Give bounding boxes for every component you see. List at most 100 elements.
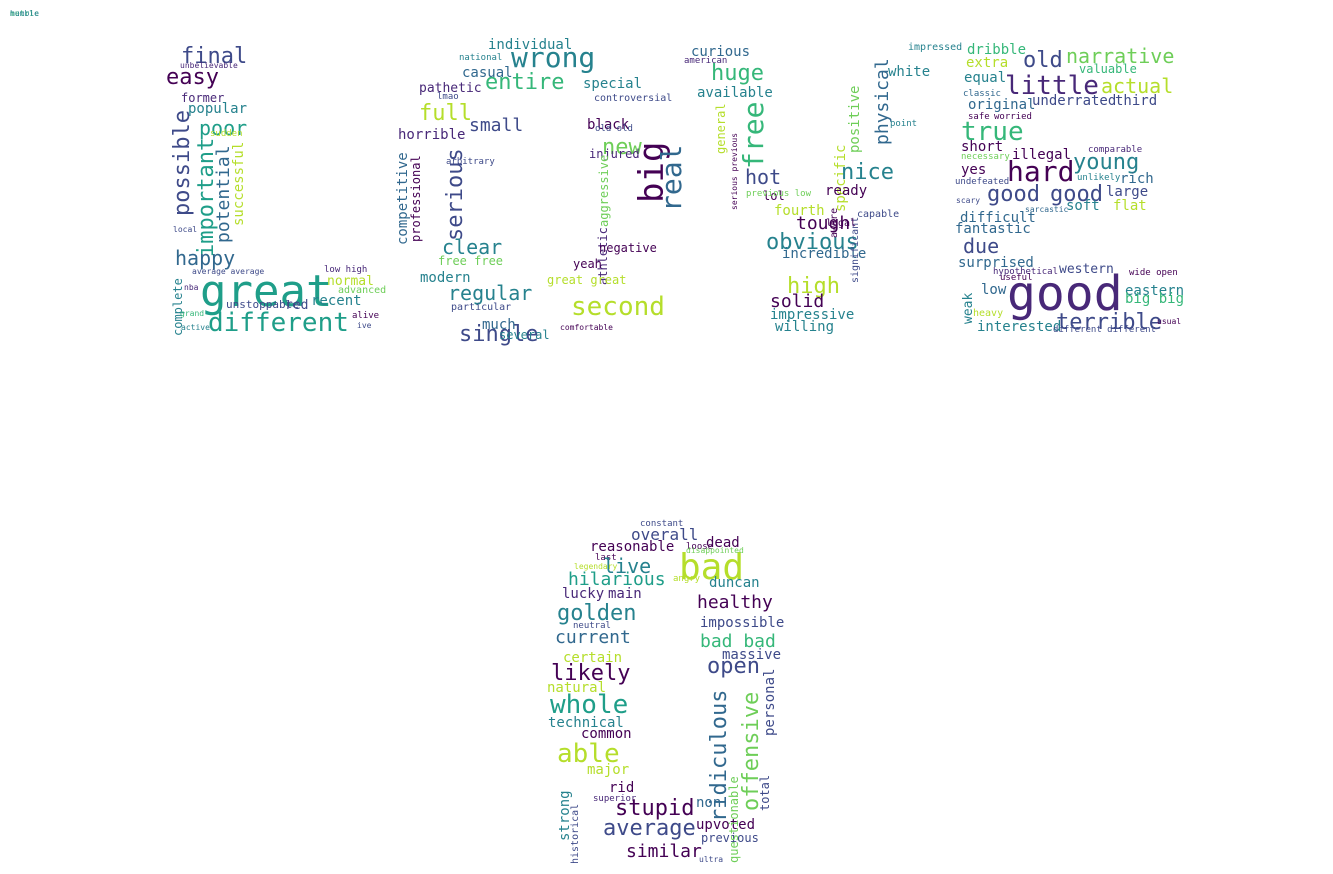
word-average-average: average average (192, 267, 265, 276)
word-dead: dead (706, 535, 740, 551)
word-recent: recent (311, 293, 362, 309)
word-easy: easy (166, 65, 219, 90)
word-reasonable: reasonable (590, 539, 675, 555)
word-yeah: yeah (573, 257, 602, 271)
word-technical: technical (548, 715, 624, 731)
word-lucky: lucky (562, 586, 605, 602)
word-historical: historical (570, 803, 581, 864)
word-hot: hot (745, 165, 782, 189)
word-active: active (181, 323, 210, 332)
word-sudden: sudden (210, 129, 243, 139)
word-possible: possible (170, 110, 195, 216)
word-positive: positive (847, 85, 863, 153)
word-red: red (285, 298, 309, 313)
word-third: third (1115, 93, 1158, 109)
word-great: great (200, 266, 333, 317)
word-obvious: obvious (766, 230, 859, 255)
word-likely: likely (551, 661, 631, 686)
word-arbitrary: arbitrary (446, 157, 495, 167)
word-major: major (587, 762, 630, 778)
word-controversial: controversial (594, 93, 673, 104)
word-eastern: eastern (1125, 283, 1185, 299)
word-different: different (208, 308, 349, 338)
word-useful: useful (1000, 273, 1033, 283)
word-worried: worried (994, 112, 1032, 122)
word-non: non (696, 795, 722, 811)
word-valuable: valuable (1079, 62, 1137, 76)
word-total: total (758, 774, 772, 811)
word-average: average (603, 816, 696, 841)
word-original: original (968, 97, 1036, 113)
word-sarcastic: sarcastic (1025, 205, 1069, 214)
word-modern: modern (420, 270, 471, 286)
word-true: true (961, 117, 1024, 147)
word-casual: casual (462, 65, 513, 81)
word-dribble: dribble (967, 42, 1027, 58)
word-unstoppable: unstoppable (226, 298, 299, 311)
word-different-different: different different (1053, 325, 1156, 335)
word-able: able (557, 739, 620, 769)
word-natural: natural (547, 680, 607, 696)
word-aggressive: aggressive (597, 154, 611, 227)
word-bad-bad: bad bad (700, 631, 776, 652)
word-fourth: fourth (774, 203, 825, 219)
word-free: free (737, 101, 770, 169)
word-loose: loose (686, 542, 714, 552)
word-final: final (181, 44, 248, 69)
word-massive: massive (722, 647, 782, 663)
word-young: young (1073, 150, 1140, 175)
word-serious-previous: serious previous (730, 132, 739, 210)
word-disappointed: disappointed (686, 546, 744, 555)
word-grand: grand (180, 309, 205, 318)
word-american: american (684, 56, 728, 66)
word-hard: hard (1007, 155, 1075, 188)
word-upvoted: upvoted (696, 817, 756, 833)
word-good: good (987, 182, 1040, 207)
word-overall: overall (631, 525, 699, 544)
word-impressive: impressive (770, 307, 855, 323)
word-common: common (581, 726, 632, 742)
word-willing: willing (775, 319, 835, 335)
word-western: western (1059, 262, 1114, 277)
word-ive: ive (357, 321, 372, 330)
word-curious: curious (691, 44, 751, 60)
word-small: small (469, 115, 524, 136)
word-interested: interested (977, 319, 1062, 335)
word-wide-open: wide open (1129, 268, 1178, 278)
word-local: local (173, 225, 198, 234)
word-successful: successful (231, 141, 247, 226)
word-underrated: underrated (1032, 93, 1117, 109)
word-undefeated: undefeated (955, 177, 1010, 187)
word-particular: particular (451, 302, 512, 313)
word-current: current (555, 627, 631, 648)
word-superior: superior (593, 794, 637, 804)
word-stupid: stupid (615, 796, 695, 821)
word-competitive: competitive (395, 152, 411, 245)
word-real: real (655, 144, 688, 212)
word-happy: happy (175, 246, 236, 270)
word-unlikely: unlikely (1077, 173, 1121, 183)
word-soft: soft (1066, 198, 1100, 214)
word-flat: flat (1113, 198, 1147, 214)
word-advanced: advanced (338, 285, 387, 296)
word-impossible: impossible (700, 615, 785, 631)
word-free-free: free free (438, 254, 504, 268)
word-professional: professional (409, 155, 423, 242)
word-unbelievable: unbelievable (180, 61, 238, 70)
word-equal: equal (964, 70, 1007, 86)
word-comfortable: comfortable (560, 323, 613, 332)
word-extra: extra (966, 55, 1009, 71)
word-old-old: old old (595, 124, 633, 134)
word-popular: popular (188, 101, 248, 117)
word-illegal: illegal (1012, 147, 1072, 163)
word-special: special (583, 76, 643, 92)
word-lol: lol (763, 189, 785, 203)
word-previous: previous (701, 831, 759, 845)
word-negative: negative (599, 241, 657, 255)
word-horrible: horrible (398, 127, 466, 143)
word-capable: capable (857, 209, 900, 220)
word-wrong: wrong (511, 41, 596, 74)
word-live: live (603, 554, 652, 578)
word-tough: tough (796, 213, 851, 234)
